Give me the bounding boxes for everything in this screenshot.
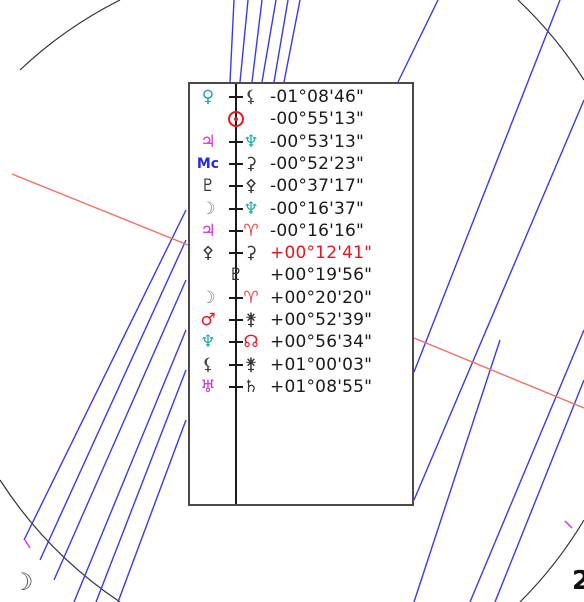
planet-glyph-left: ♅ [200,376,216,397]
aspect-orb-value: +00°20'20" [270,287,373,308]
aspect-list-panel[interactable]: ♀ ⚸ -01°08'46" -00°55'13" ♃ ♆ -00°53'13" Mc ⚳ -00… [188,82,414,506]
aspect-row[interactable]: ☽ ♈ +00°20'20" [190,287,412,309]
aspect-connector [229,229,243,232]
aspect-orb-value: -00°55'13" [270,109,365,130]
aspect-orb-value: -00°52'23" [270,153,365,174]
aspect-orb-value: -01°08'46" [270,87,365,107]
aspect-connector [229,185,243,188]
planet-glyph-right: ♈ [243,287,259,308]
aspect-orb-value: -00°53'13" [270,131,365,152]
aspect-orb-value: +01°00'03" [270,354,373,375]
planet-glyph-left: ☽ [200,198,216,219]
aspect-row[interactable]: ♃ ♈ -00°16'16" [190,220,412,242]
aspect-orb-value: +00°12'41" [270,243,373,264]
aspect-connector [229,319,243,321]
planet-glyph-left: ⚴ [201,243,215,264]
aspect-connector [229,296,243,299]
planet-glyph-right: ♄ [243,376,259,397]
aspect-row[interactable]: ♅ ♄ +01°08'55" [190,376,412,398]
planet-glyph-right: ⚳ [244,243,258,264]
aspect-row[interactable]: Mc ⚳ -00°52'23" [190,153,412,175]
planet-glyph-left: ♂ [200,310,216,330]
planet-glyph-left: ♆ [200,332,216,353]
aspect-connector [229,341,243,344]
aspect-connector [229,162,243,165]
aspect-row[interactable]: ☽ ♆ -00°16'37" [190,198,412,220]
horizon-line [11,173,584,409]
aspect-connector [229,207,243,210]
degree-ticks [24,520,573,549]
planet-glyph-left: ♃ [200,220,216,241]
aspect-orb-value: +01°08'55" [270,376,373,397]
aspect-row[interactable]: -00°55'13" [190,108,412,130]
aspect-row[interactable]: ♀ ⚸ -01°08'46" [190,86,412,108]
aspect-connector [229,140,243,143]
planet-glyph-left: ♀ [201,87,215,107]
aspect-connector [229,96,243,98]
planet-glyph-right: ⚴ [244,176,258,197]
planet-glyph-right: ♆ [243,131,259,152]
aspect-orb-value: -00°16'37" [270,198,365,219]
aspect-row[interactable]: ♇ ⚴ -00°37'17" [190,175,412,197]
planet-glyph-right: ♈ [243,220,259,241]
aspect-row[interactable]: ♃ ♆ -00°53'13" [190,131,412,153]
aspect-orb-value: +00°52'39" [270,310,373,330]
aspect-orb-value: -00°37'17" [270,176,365,197]
planet-glyph-right: ⚵ [244,310,258,330]
planet-glyph-right: ⚸ [244,87,258,107]
planet-glyph-right: ☊ [243,332,259,353]
aspect-row[interactable]: ♆ ☊ +00°56'34" [190,331,412,353]
aspect-row[interactable]: ⚴ ⚳ +00°12'41" [190,242,412,264]
aspect-connector [229,385,243,388]
aspect-lines [23,0,584,602]
planet-glyph-left: ♇ [200,176,216,197]
aspect-row[interactable]: ⚸ ⚵ +01°00'03" [190,354,412,376]
aspect-orb-value: +00°56'34" [270,332,373,353]
aspect-orb-value: +00°19'56" [270,265,373,286]
aspect-connector [229,252,243,255]
planet-glyph-right: ⚵ [244,354,258,375]
aspect-connector [229,363,243,366]
planet-glyph-left: Mc [196,155,220,172]
moon-icon: ☽ [12,568,34,596]
planet-glyph-left: ⚸ [201,354,215,375]
aspect-row[interactable]: ♇ +00°19'56" [190,264,412,286]
planet-glyph-left: ☽ [200,287,216,308]
aspect-orb-value: -00°16'16" [270,220,365,241]
aspect-list-divider [235,84,237,504]
planet-glyph-right: ♆ [243,198,259,219]
planet-glyph-right: ⚳ [244,153,258,174]
planet-glyph-center: ♇ [228,265,244,286]
aspect-row[interactable]: ♂ ⚵ +00°52'39" [190,309,412,331]
sun-icon [222,108,250,130]
planet-glyph-left: ♃ [200,131,216,152]
house-number-label: 2 [572,566,584,596]
